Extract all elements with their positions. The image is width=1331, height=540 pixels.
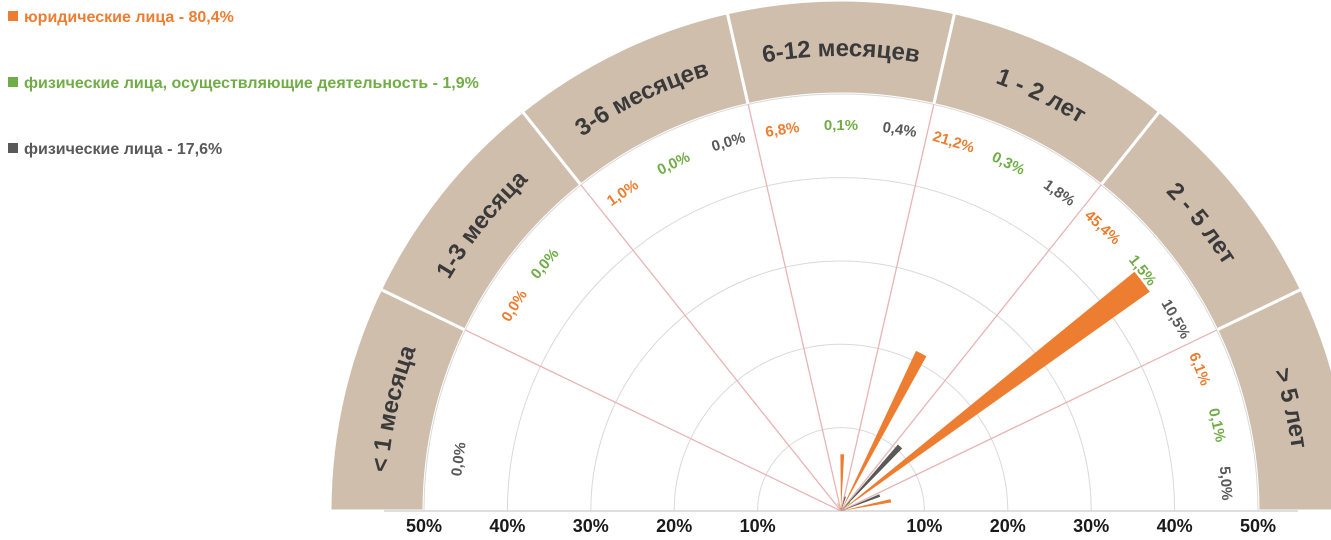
legend-item-individuals: физические лица - 17,6% [8,141,222,159]
data-label: 0,0% [655,149,693,179]
data-label: 0,1% [1205,407,1229,444]
grid-circle [673,343,1009,512]
axis-tick-label: 40% [489,516,525,536]
grid-circle [757,427,925,512]
sector-spoke [840,329,1217,512]
sector-spoke [747,104,842,512]
bar-wedge [841,444,903,511]
legend-label: юридические лица - 80,4% [24,9,234,26]
legend-swatch-gray [8,143,18,153]
legend-label: физические лица - 17,6% [24,141,223,158]
sector-spoke [580,184,842,512]
data-label: 0,0% [528,245,563,282]
data-label: 0,0% [498,287,531,325]
sector-spoke [840,104,935,512]
bar-wedge [841,508,843,511]
axis-tick-label: 20% [656,516,692,536]
bar-wedge [840,507,841,511]
legend-item-legal: юридические лица - 80,4% [8,9,234,27]
grid [384,93,1298,512]
data-label: 1,0% [604,176,642,209]
bar-wedge [841,509,844,511]
axis-tick-label: 40% [1157,516,1193,536]
data-label: 0,3% [989,149,1027,179]
bar-wedge [837,503,841,511]
sector-spoke [465,329,842,512]
data-label: 21,2% [931,128,977,157]
grid-circle [506,176,1176,512]
bar-wedge [840,454,845,511]
data-label: 10,5% [1157,297,1193,342]
bar-wedge [841,271,1150,511]
axis-tick-label: 30% [1073,516,1109,536]
data-label: 0,4% [881,119,917,141]
legend-label: физические лица, осуществляющие деятельн… [24,75,479,92]
data-label: 1,8% [1040,176,1078,209]
sector-spoke [840,184,1102,512]
axis-tick-label: 20% [990,516,1026,536]
data-label: 0,0% [448,441,469,477]
data-label: 6,8% [764,119,800,141]
data-label: 5,0% [1216,466,1235,501]
data-label: 0,1% [824,117,858,134]
axis-tick-label: 50% [406,516,442,536]
data-label: 0,0% [710,129,748,155]
grid-circle [590,260,1092,512]
axis-tick-label: 50% [1240,516,1276,536]
legend-item-entrepreneurs: физические лица, осуществляющие деятельн… [8,75,479,93]
bar-wedge [841,494,881,511]
legend-swatch-green [8,77,18,87]
axis-tick-label: 10% [906,516,942,536]
bar-wedge [841,499,892,511]
grid-circle [423,93,1259,512]
legend-swatch-orange [8,11,18,21]
data-label: 45,4% [1081,207,1124,248]
bar-wedge [841,350,927,511]
data-label: 6,1% [1185,350,1213,388]
bar-wedge [841,496,846,511]
axis-tick-label: 30% [573,516,609,536]
bar-wedge [841,502,851,511]
axis-tick-label: 10% [740,516,776,536]
